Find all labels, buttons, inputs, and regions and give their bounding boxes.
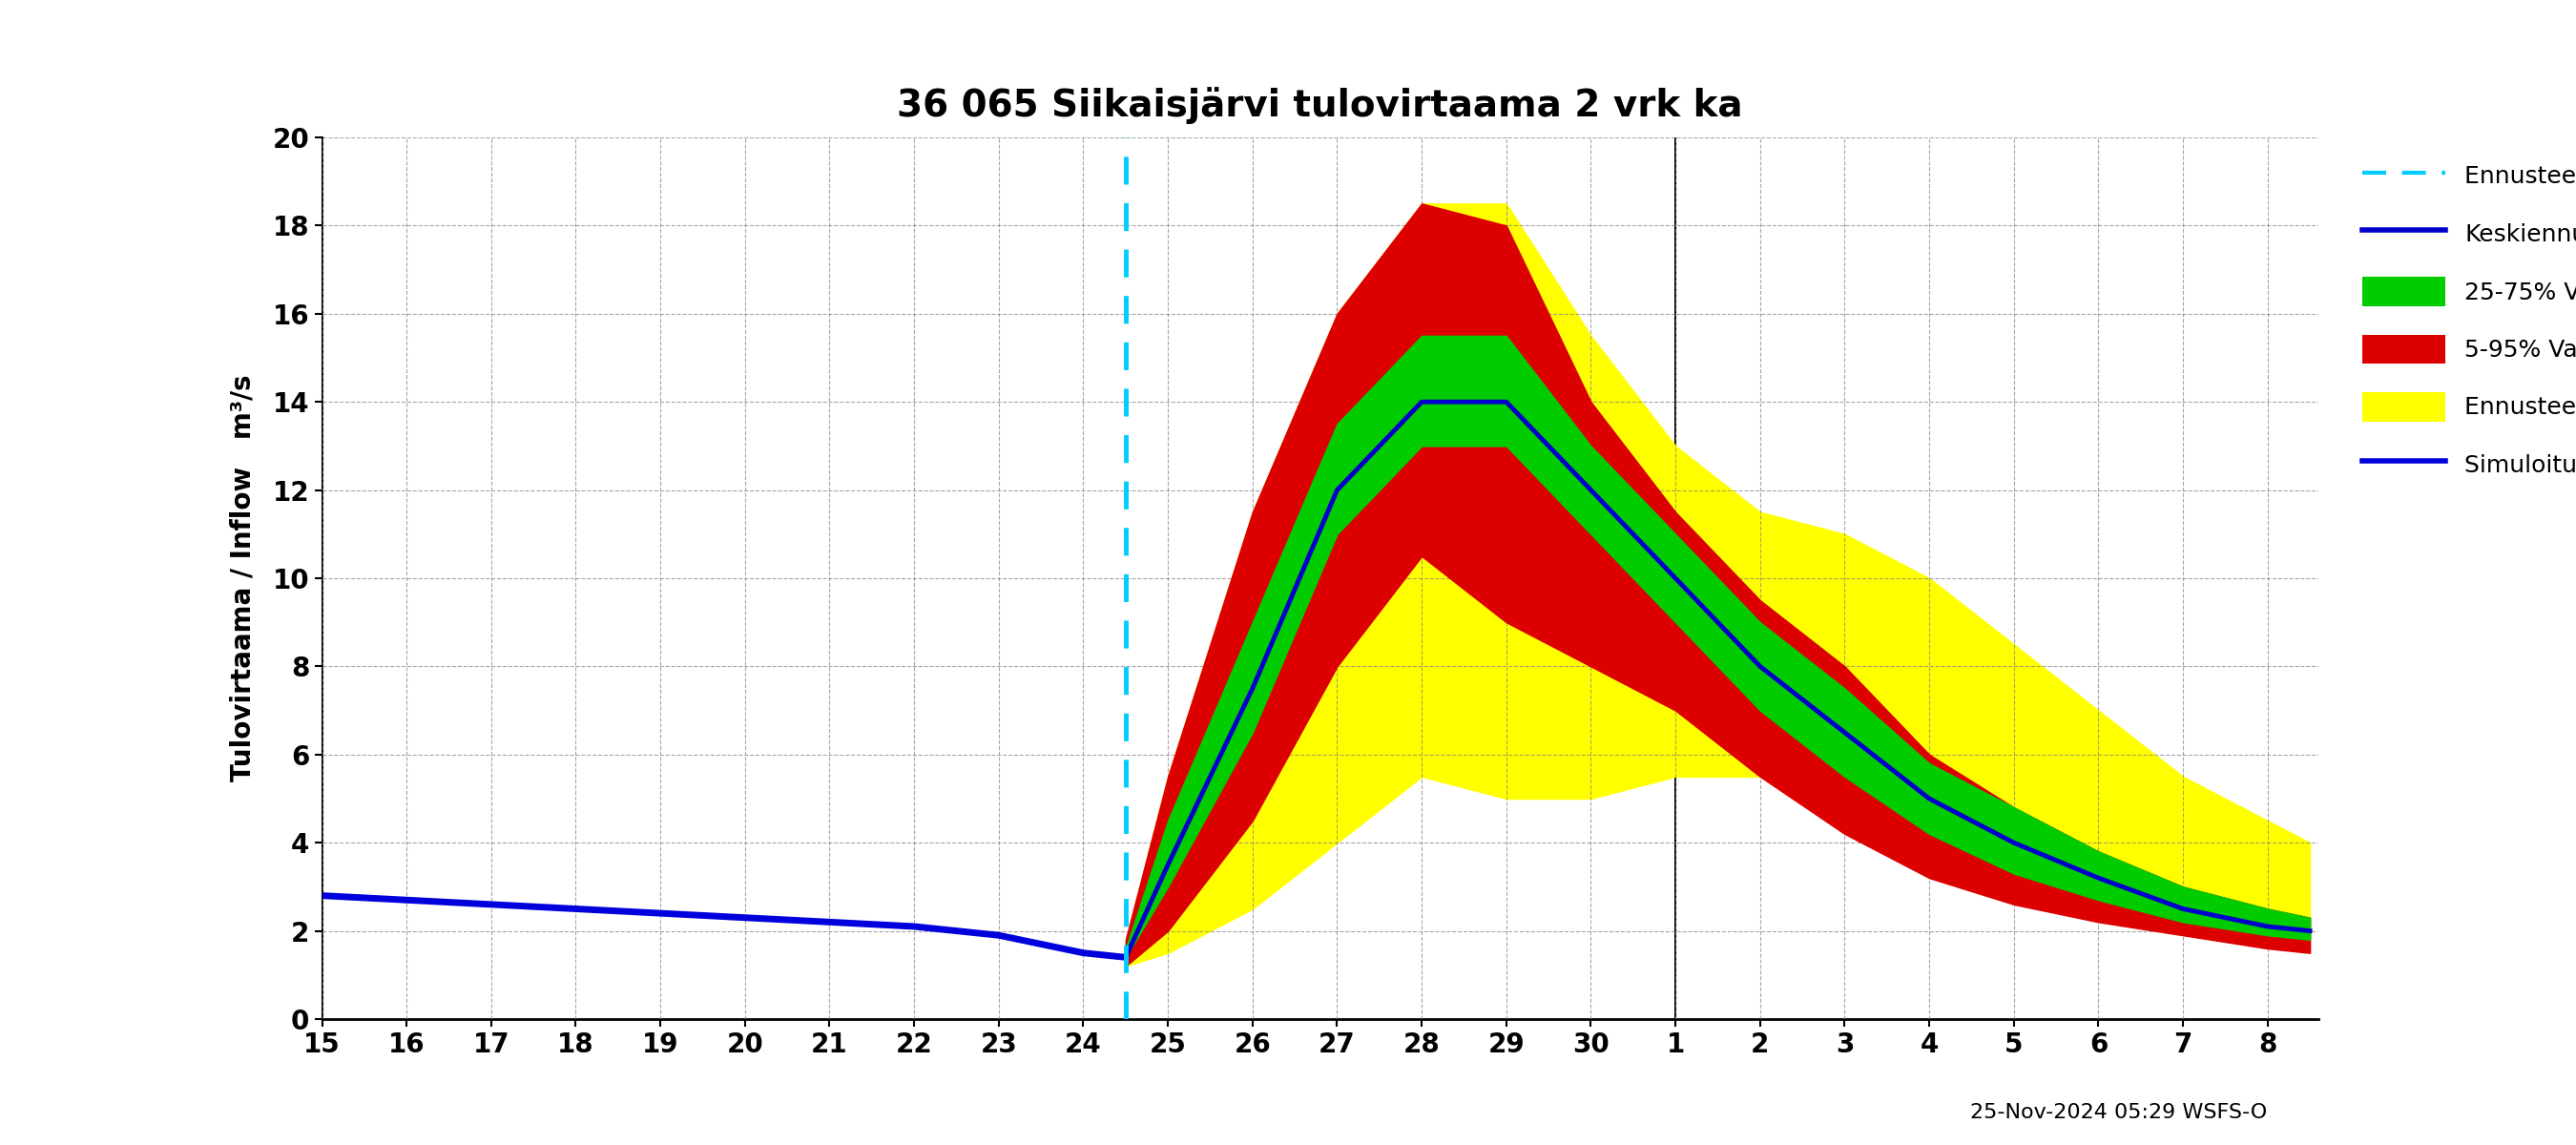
Title: 36 065 Siikaisjärvi tulovirtaama 2 vrk ka: 36 065 Siikaisjärvi tulovirtaama 2 vrk k… [896, 87, 1744, 124]
Y-axis label: Tulovirtaama / Inflow   m³/s: Tulovirtaama / Inflow m³/s [229, 374, 258, 782]
Legend: Ennusteen alku, Keskiennuste, 25-75% Vaihteluväli, 5-95% Vaihteluväli, Ennusteen: Ennusteen alku, Keskiennuste, 25-75% Vai… [2349, 149, 2576, 491]
Text: 25-Nov-2024 05:29 WSFS-O: 25-Nov-2024 05:29 WSFS-O [1971, 1103, 2267, 1122]
